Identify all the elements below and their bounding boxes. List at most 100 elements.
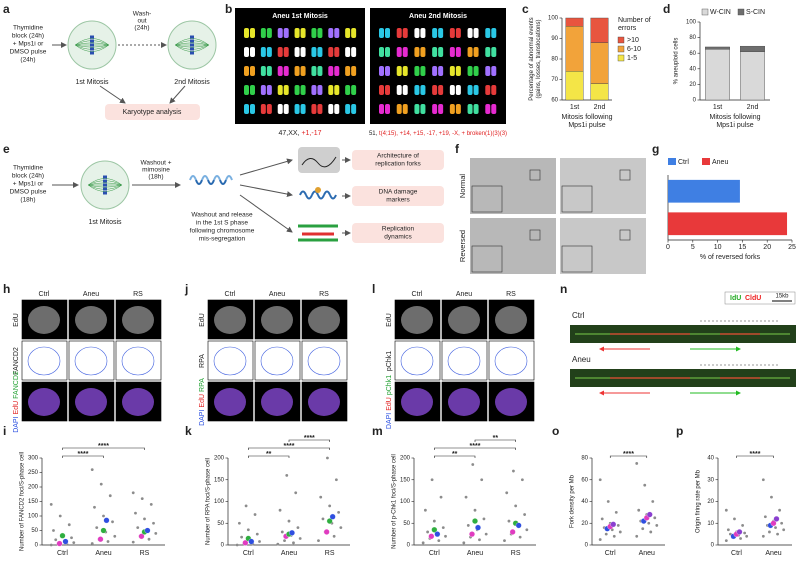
chromosome-blob <box>473 66 479 76</box>
data-point <box>782 528 786 532</box>
y-tick-label: 0 <box>35 543 39 549</box>
chromosome-blob <box>300 85 306 95</box>
nucleus <box>75 306 107 334</box>
replicate-mean <box>97 536 104 543</box>
data-point <box>49 543 53 547</box>
replicate-mean <box>100 527 107 534</box>
inset <box>471 185 503 213</box>
chromosome-blob <box>485 104 491 114</box>
nucleus <box>448 388 480 416</box>
merge-channel: pChk1 <box>386 375 393 395</box>
label: Karyotype analysis <box>123 109 182 116</box>
data-point <box>285 474 289 477</box>
chromosome-blob <box>294 104 300 114</box>
data-point <box>614 510 618 514</box>
data-point <box>334 478 338 482</box>
chromosome-blob <box>277 47 283 57</box>
replicate-mean <box>646 511 653 518</box>
x-tick-label: Ctrl <box>605 550 616 557</box>
protocol-text: + Mps1i or <box>13 181 44 188</box>
data-point <box>423 508 427 512</box>
chromosome-blob <box>277 28 283 38</box>
significance-label: ** <box>452 451 458 458</box>
chromosome-blob <box>420 66 426 76</box>
chromosome-blob <box>420 47 426 57</box>
data-point <box>643 483 647 487</box>
chromosome <box>90 43 94 47</box>
legend-label: Aneu <box>712 159 728 166</box>
x-tick-label: Aneu <box>765 550 781 557</box>
chromosome-blob <box>317 85 323 95</box>
data-point <box>136 526 140 529</box>
spindle <box>88 178 122 186</box>
data-point <box>480 478 484 482</box>
legend-label: 1-5 <box>627 55 637 62</box>
chromosome-blob <box>351 28 357 38</box>
chromosome-blob <box>283 66 289 76</box>
bar-segment <box>590 42 609 84</box>
panel-label: k <box>185 424 192 438</box>
significance-bracket <box>248 447 330 450</box>
y-tick-label: 50 <box>217 521 224 527</box>
outcome-text: DNA damage <box>379 189 418 196</box>
data-point <box>149 503 153 506</box>
replicate-mean <box>736 529 743 535</box>
chromosome-blob <box>300 66 306 76</box>
chromosome-blob <box>402 28 408 38</box>
chromosome-blob <box>260 66 266 76</box>
protocol-text: DMSO pulse <box>10 49 47 56</box>
data-point <box>598 478 602 482</box>
data-point <box>437 539 441 543</box>
bar-segment <box>590 17 609 43</box>
x-tick-label: Aneu <box>639 550 655 557</box>
x-tick-label: 1st <box>570 104 579 111</box>
chromosome-blob <box>334 47 340 57</box>
data-point <box>432 519 436 523</box>
nucleus <box>261 388 293 416</box>
data-point <box>90 468 94 471</box>
panel-label: i <box>3 424 6 438</box>
chromosome-blob <box>396 85 402 95</box>
spindle <box>175 44 209 48</box>
data-point <box>102 514 105 518</box>
x-axis-label: Mitosis following <box>562 114 613 121</box>
legend-swatch <box>702 158 710 165</box>
inset <box>471 245 503 273</box>
chromosome-blob <box>250 104 255 114</box>
significance-label: **** <box>470 443 481 450</box>
legend-label: CldU <box>745 295 761 302</box>
significance-label: **** <box>78 451 89 458</box>
chromosome-blob <box>467 28 473 38</box>
merge-channel: DAPI <box>386 413 393 429</box>
dna <box>195 179 203 185</box>
data-point <box>49 503 53 506</box>
data-point <box>317 539 320 543</box>
chromosome <box>190 35 194 39</box>
dna <box>189 175 197 181</box>
x-tick-label: RS <box>140 550 150 557</box>
bar-segment <box>740 45 765 52</box>
data-point <box>514 504 518 508</box>
nucleus <box>307 346 341 376</box>
x-tick-label: 2nd <box>594 104 606 111</box>
protocol-text: (18h) <box>20 197 35 204</box>
chromosome-blob <box>345 66 351 76</box>
chromosome-blob <box>385 47 390 57</box>
x-tick-label: 0 <box>666 244 670 251</box>
y-axis-label: Origin firing rate per Mb <box>696 469 702 533</box>
chromosome-blob <box>449 66 455 76</box>
data-point <box>505 491 509 495</box>
chromosome-blob <box>455 47 461 57</box>
replicate-mean <box>59 532 66 539</box>
chromosome-blob <box>244 66 249 76</box>
merge-label: DAPIEdU FANCD2 <box>13 371 20 433</box>
data-point <box>761 478 765 482</box>
chromosome-blob <box>420 85 426 95</box>
chromosome-blob <box>283 104 289 114</box>
data-point <box>332 534 336 538</box>
replicate-mean <box>773 515 780 522</box>
y-tick-label: 80 <box>581 456 588 462</box>
data-point <box>52 529 55 532</box>
x-tick-label: 5 <box>691 244 695 251</box>
chromosome-blob <box>485 47 491 57</box>
